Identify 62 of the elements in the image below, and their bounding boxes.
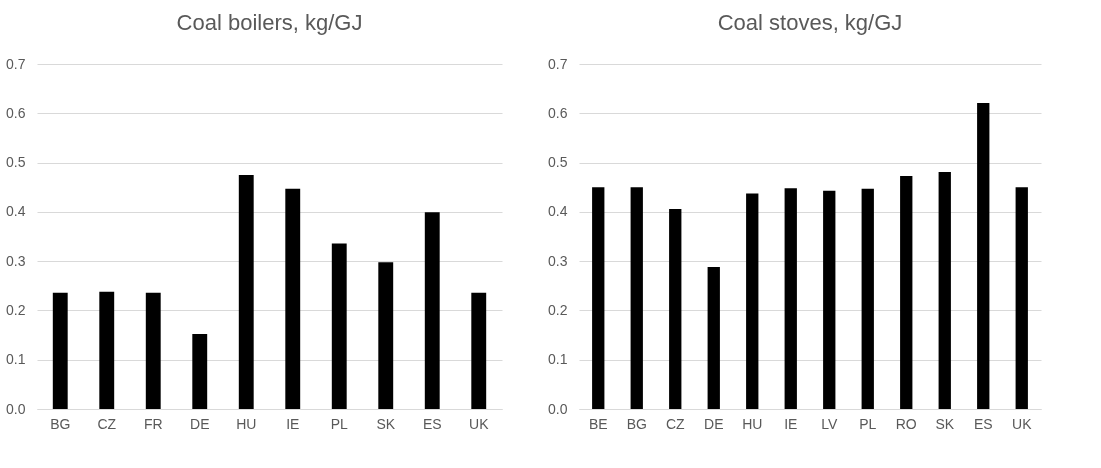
bar bbox=[861, 188, 874, 409]
bar bbox=[52, 292, 68, 409]
bar bbox=[145, 292, 161, 409]
bar bbox=[378, 262, 394, 409]
y-tick-label: 0.7 bbox=[548, 55, 568, 72]
y-tick-label: 0.3 bbox=[6, 252, 26, 269]
bar bbox=[900, 175, 913, 409]
x-tick-label: UK bbox=[1012, 415, 1033, 432]
bar bbox=[285, 188, 301, 409]
bar bbox=[424, 212, 440, 409]
x-tick-label: RO bbox=[895, 415, 917, 432]
bar bbox=[592, 187, 605, 409]
x-tick-label: SK bbox=[935, 415, 955, 432]
y-tick-label: 0.6 bbox=[548, 104, 568, 121]
x-tick-label: ES bbox=[973, 415, 993, 432]
y-tick-label: 0.7 bbox=[6, 55, 26, 72]
y-tick-label: 0.4 bbox=[548, 203, 568, 220]
bar bbox=[707, 267, 720, 409]
y-tick-label: 0.3 bbox=[548, 252, 568, 269]
x-tick-label: CZ bbox=[97, 415, 117, 432]
bar bbox=[238, 174, 254, 409]
x-tick-label: IE bbox=[286, 415, 300, 432]
x-tick-label: PL bbox=[330, 415, 349, 432]
chart-title: Coal boilers, kg/GJ bbox=[176, 10, 363, 35]
x-tick-label: FR bbox=[143, 415, 163, 432]
x-tick-label: HU bbox=[742, 415, 763, 432]
bar bbox=[192, 334, 208, 409]
x-tick-label: HU bbox=[236, 415, 257, 432]
x-tick-label: SK bbox=[376, 415, 396, 432]
y-tick-label: 0.2 bbox=[548, 301, 568, 318]
bar bbox=[746, 193, 759, 409]
bar bbox=[784, 188, 797, 409]
chart-title: Coal stoves, kg/GJ bbox=[717, 10, 903, 35]
y-tick-label: 0.5 bbox=[6, 154, 26, 171]
x-tick-label: DE bbox=[190, 415, 210, 432]
y-tick-label: 0.2 bbox=[6, 301, 26, 318]
bar bbox=[99, 291, 115, 409]
y-tick-label: 0.0 bbox=[6, 400, 26, 417]
x-tick-label: PL bbox=[859, 415, 877, 432]
bar bbox=[471, 292, 487, 409]
bar bbox=[630, 187, 643, 409]
y-tick-label: 0.6 bbox=[6, 104, 26, 121]
y-tick-label: 0.0 bbox=[548, 400, 568, 417]
x-tick-label: BG bbox=[626, 415, 647, 432]
x-tick-label: ES bbox=[422, 415, 442, 432]
bar bbox=[977, 102, 990, 409]
y-tick-label: 0.1 bbox=[6, 351, 26, 368]
y-tick-label: 0.1 bbox=[548, 351, 568, 368]
bar bbox=[669, 208, 682, 409]
x-tick-label: DE bbox=[704, 415, 724, 432]
x-tick-label: IE bbox=[784, 415, 798, 432]
x-tick-label: LV bbox=[821, 415, 838, 432]
bar bbox=[938, 171, 951, 409]
bar bbox=[1015, 187, 1028, 409]
x-tick-label: CZ bbox=[665, 415, 686, 432]
y-tick-label: 0.4 bbox=[6, 203, 26, 220]
bar bbox=[331, 243, 347, 409]
y-tick-label: 0.5 bbox=[548, 154, 568, 171]
x-tick-label: BG bbox=[50, 415, 71, 432]
x-tick-label: UK bbox=[469, 415, 490, 432]
bar bbox=[823, 190, 836, 409]
x-tick-label: BE bbox=[588, 415, 608, 432]
